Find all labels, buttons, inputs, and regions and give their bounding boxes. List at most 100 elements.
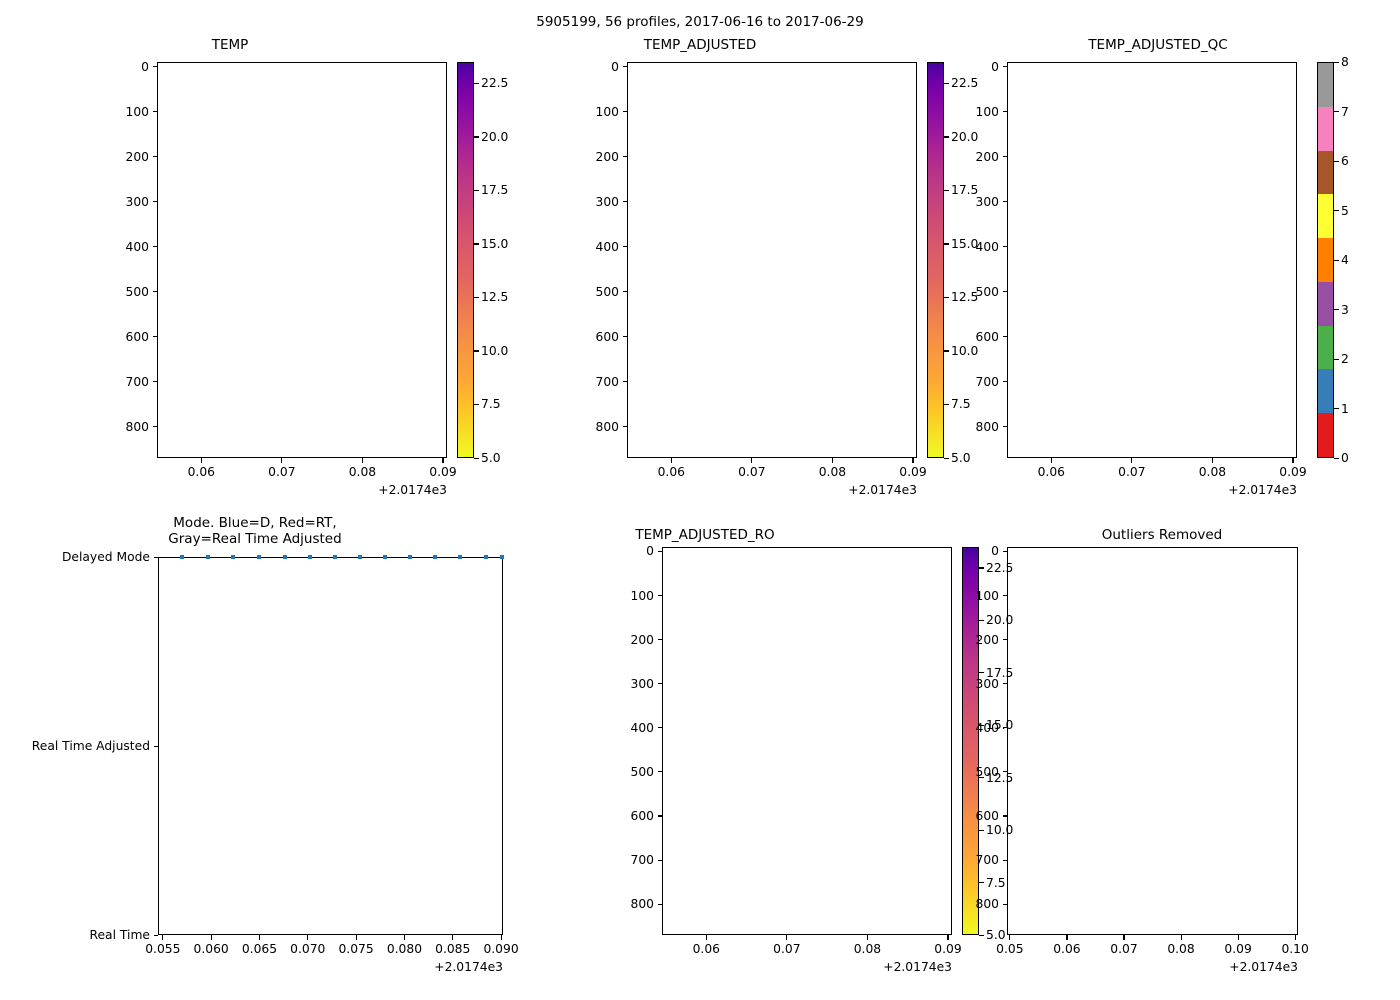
- colorbar-tick-temp_adjusted_qc-0: [1334, 457, 1339, 459]
- yticklabel-temp_adjusted_ro-5: 500: [630, 764, 654, 779]
- ytick-outliers_removed-6: [1002, 815, 1007, 817]
- plot-area-temp-adjusted-qc[interactable]: [1007, 62, 1297, 458]
- ytick-outliers_removed-7: [1002, 859, 1007, 861]
- yticklabel-outliers_removed-5: 500: [975, 764, 999, 779]
- colorbar-temp_adjusted_qc[interactable]: [1317, 62, 1334, 458]
- data-point-mode-0-11: [458, 555, 463, 559]
- plot-area-mode[interactable]: [158, 557, 503, 935]
- panel-title-temp-adjusted: TEMP_ADJUSTED: [643, 37, 757, 53]
- figure-suptitle: 5905199, 56 profiles, 2017-06-16 to 2017…: [536, 14, 864, 30]
- ytick-temp_adjusted_qc-5: [1002, 291, 1007, 293]
- ytick-temp-3: [152, 201, 157, 203]
- ytick-temp_adjusted_qc-4: [1002, 246, 1007, 248]
- yticklabel-outliers_removed-0: 0: [991, 544, 999, 559]
- colorbar-ticklabel-temp_adjusted_ro-6: 20.0: [986, 613, 1014, 628]
- data-point-mode-0-4: [282, 555, 287, 559]
- plot-area-temp-adjusted-ro[interactable]: [662, 547, 952, 935]
- colorbar-segment-temp_adjusted_qc-5: [1318, 194, 1333, 239]
- yticklabel-temp_adjusted_ro-3: 300: [630, 676, 654, 691]
- xticklabel-temp_adjusted-0: 0.06: [657, 465, 685, 479]
- colorbar-ticklabel-temp_adjusted_qc-8: 8: [1341, 55, 1349, 69]
- plot-area-temp-adjusted[interactable]: [627, 62, 917, 458]
- colorbar-tick-temp_adjusted_qc-8: [1334, 61, 1339, 63]
- colorbar-tick-temp-5: [474, 189, 479, 192]
- colorbar-ticklabel-temp_adjusted_qc-5: 5: [1341, 203, 1349, 218]
- xtick-temp-0: [200, 458, 202, 463]
- xtick-temp_adjusted_qc-2: [1211, 458, 1213, 463]
- xticklabel-temp-3: 0.09: [429, 465, 457, 479]
- x-offset-text-temp_adjusted_ro: +2.0174e3: [883, 960, 952, 974]
- xticklabel-temp_adjusted-1: 0.07: [738, 465, 766, 479]
- x-offset-text-mode: +2.0174e3: [434, 960, 503, 974]
- colorbar-segment-temp_adjusted_qc-6: [1318, 150, 1333, 195]
- ytick-temp-7: [152, 381, 157, 383]
- x-offset-text-temp_adjusted: +2.0174e3: [848, 483, 917, 497]
- colorbar-tick-temp-4: [474, 243, 479, 245]
- data-point-mode-0-2: [231, 555, 236, 559]
- plot-area-temp[interactable]: [157, 62, 447, 458]
- yticklabel-temp-8: 800: [125, 419, 149, 434]
- colorbar-ticklabel-temp-7: 22.5: [481, 76, 509, 91]
- xtick-mode-7: [500, 935, 502, 940]
- panel-title-temp: TEMP: [211, 37, 249, 53]
- xticklabel-mode-0: 0.055: [145, 942, 181, 956]
- colorbar-temp_adjusted_ro[interactable]: [962, 547, 979, 935]
- colorbar-ticklabel-temp_adjusted-7: 22.5: [951, 76, 979, 91]
- colorbar-tick-temp_adjusted_qc-1: [1334, 408, 1339, 410]
- panel-outliers-removed: Outliers Removed: [940, 510, 1400, 980]
- colorbar-tick-temp-7: [474, 82, 479, 84]
- xticklabel-outliers_removed-4: 0.09: [1224, 942, 1252, 956]
- colorbar-tick-temp_adjusted_ro-6: [979, 619, 984, 621]
- colorbar-ticklabel-temp_adjusted-6: 20.0: [951, 129, 979, 144]
- xticklabel-temp_adjusted_qc-2: 0.08: [1198, 465, 1227, 479]
- yticklabel-temp_adjusted_qc-8: 800: [975, 419, 999, 434]
- colorbar-ticklabel-temp-4: 15.0: [481, 236, 509, 251]
- xtick-mode-2: [258, 935, 261, 940]
- xticklabel-outliers_removed-3: 0.08: [1167, 942, 1195, 956]
- xtick-temp_adjusted_ro-3: [947, 935, 949, 940]
- ytick-temp_adjusted-6: [622, 336, 627, 338]
- yticklabel-temp-5: 500: [125, 284, 149, 299]
- xticklabel-mode-3: 0.070: [290, 942, 326, 956]
- colorbar-tick-temp_adjusted_qc-4: [1334, 259, 1339, 261]
- data-point-mode-0-9: [408, 555, 413, 559]
- xticklabel-temp_adjusted_qc-1: 0.07: [1118, 465, 1146, 479]
- ytick-temp_adjusted-1: [622, 111, 627, 113]
- colorbar-tick-temp_adjusted-5: [944, 189, 949, 192]
- yticklabel-temp_adjusted_qc-1: 100: [975, 104, 999, 119]
- yticklabel-temp_adjusted-3: 300: [595, 194, 619, 209]
- data-point-mode-0-3: [257, 555, 262, 559]
- yticklabel-outliers_removed-2: 200: [975, 632, 999, 647]
- data-point-mode-0-7: [357, 555, 362, 559]
- xtick-temp_adjusted-1: [751, 458, 753, 463]
- plot-area-outliers-removed[interactable]: [1007, 547, 1298, 935]
- colorbar-ticklabel-temp-2: 10.0: [481, 343, 509, 358]
- panel-temp-adjusted-qc: TEMP_ADJUSTED_QC: [940, 32, 1400, 502]
- colorbar-segment-temp_adjusted_qc-3: [1318, 281, 1333, 326]
- colorbar-tick-temp_adjusted_qc-6: [1334, 160, 1339, 162]
- colorbar-ticklabel-temp_adjusted_qc-0: 0: [1341, 451, 1349, 465]
- colorbar-segment-temp_adjusted_qc-0: [1318, 413, 1333, 457]
- colorbar-temp_adjusted[interactable]: [927, 62, 944, 458]
- colorbar-ticklabel-temp-3: 12.5: [481, 290, 509, 305]
- ytick-outliers_removed-0: [1002, 550, 1007, 552]
- panel-mode: Mode. Blue=D, Red=RT, Gray=Real Time Adj…: [0, 510, 540, 980]
- xticklabel-outliers_removed-0: 0.05: [996, 942, 1024, 956]
- yticklabel-temp_adjusted_qc-6: 600: [975, 329, 999, 344]
- xticklabel-mode-1: 0.060: [193, 942, 229, 956]
- xticklabel-temp_adjusted_qc-0: 0.06: [1037, 465, 1065, 479]
- colorbar-ticklabel-temp_adjusted-3: 12.5: [951, 290, 979, 305]
- colorbar-temp[interactable]: [457, 62, 474, 458]
- yticklabel-temp_adjusted_ro-2: 200: [630, 632, 654, 647]
- ytick-temp_adjusted_qc-7: [1002, 381, 1007, 383]
- data-point-mode-0-6: [332, 555, 337, 559]
- ytick-mode-0: [153, 556, 158, 558]
- xticklabel-mode-5: 0.080: [386, 942, 423, 956]
- x-offset-text-outliers_removed: +2.0174e3: [1229, 960, 1298, 974]
- yticklabel-temp-3: 300: [125, 194, 149, 209]
- colorbar-tick-temp_adjusted_ro-4: [979, 724, 984, 726]
- ytick-temp_adjusted-0: [622, 66, 627, 68]
- colorbar-segment-temp_adjusted_qc-8: [1318, 63, 1333, 107]
- colorbar-segment-temp_adjusted_qc-7: [1318, 106, 1333, 151]
